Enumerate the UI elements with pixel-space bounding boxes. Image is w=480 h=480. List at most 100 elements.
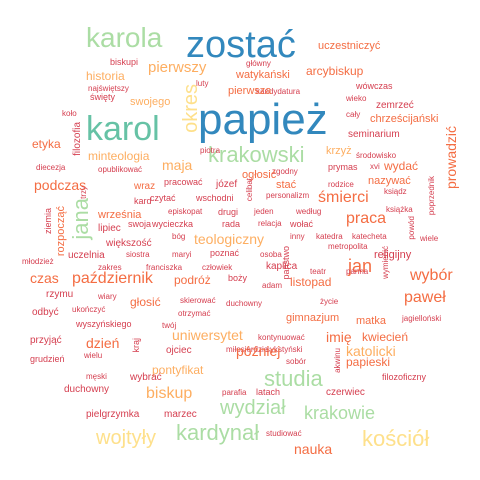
cloud-word: wraz: [134, 181, 156, 192]
cloud-word: wydział: [220, 397, 286, 419]
cloud-word: lipiec: [98, 223, 121, 234]
cloud-word: stać: [276, 179, 297, 191]
cloud-word: gimnazjum: [286, 312, 340, 324]
cloud-word: zakres: [98, 263, 122, 272]
cloud-word: pontyfikat: [152, 363, 204, 377]
cloud-word: katecheta: [352, 232, 387, 241]
cloud-word: filozofia: [72, 122, 83, 156]
cloud-word: personalizm: [266, 191, 310, 200]
cloud-word: latach: [256, 387, 281, 397]
cloud-word: pierwszy: [148, 59, 207, 76]
cloud-word: czas: [30, 270, 59, 286]
cloud-word: franciszka: [146, 263, 183, 272]
cloud-word: młodzież: [22, 257, 54, 266]
cloud-word: celibat: [245, 178, 254, 202]
cloud-word: kandydatura: [256, 87, 301, 96]
cloud-word: studiować: [266, 429, 302, 438]
cloud-word: etyka: [32, 137, 61, 151]
cloud-word: duchowny: [226, 299, 263, 308]
cloud-word: według: [296, 207, 322, 216]
cloud-word: kaplica: [266, 261, 298, 272]
cloud-word: główny: [246, 59, 271, 68]
cloud-word: katolicki: [346, 343, 396, 359]
cloud-word: rada: [222, 219, 241, 229]
cloud-word: metropolita: [328, 242, 368, 251]
cloud-word: skierować: [180, 296, 216, 305]
cloud-word: września: [98, 209, 142, 221]
cloud-word: kontynuować: [258, 333, 305, 342]
cloud-word: książka: [386, 205, 413, 214]
cloud-word: wybór: [410, 267, 453, 284]
cloud-word: grudzień: [30, 354, 65, 364]
cloud-word: nazywać: [368, 175, 411, 187]
cloud-word: swoja: [128, 219, 152, 229]
cloud-word: pierwsza: [228, 85, 272, 97]
cloud-word: powód: [407, 216, 416, 240]
cloud-word: karol: [86, 110, 160, 148]
cloud-word: luty: [196, 79, 209, 88]
cloud-word: siostra: [126, 250, 150, 259]
cloud-word: papieski: [346, 355, 391, 369]
cloud-word: wydać: [384, 159, 419, 173]
cloud-word: ojciec: [166, 345, 192, 356]
cloud-word: czerwiec: [326, 387, 365, 398]
cloud-word: xvi: [370, 162, 380, 171]
cloud-word: przyjąć: [30, 335, 62, 346]
cloud-word: biskup: [146, 385, 193, 402]
cloud-word: katedra: [316, 232, 343, 241]
cloud-word: wybrać: [130, 372, 162, 383]
cloud-word: rodzice: [328, 180, 354, 189]
cloud-word: wielu: [84, 351, 103, 360]
cloud-word: zemrzeć: [376, 100, 414, 111]
cloud-word: wieko: [346, 94, 367, 103]
cloud-word: chrześcijański: [370, 113, 439, 125]
cloud-word: krąj: [131, 338, 141, 353]
cloud-word: wojtyły: [96, 427, 157, 449]
cloud-word: prymas: [328, 162, 358, 172]
cloud-word: opublikować: [98, 165, 143, 174]
cloud-word: miłosierdzie: [226, 345, 269, 354]
cloud-word: wyszyńskiego: [76, 319, 132, 329]
cloud-word: rozpocząć: [55, 206, 67, 257]
cloud-word: otrzymać: [178, 309, 211, 318]
cloud-word: inny: [290, 232, 305, 241]
cloud-word: wymienić: [381, 246, 390, 279]
cloud-word: jeden: [254, 207, 274, 216]
cloud-word: męski: [86, 372, 107, 381]
cloud-word: maryi: [172, 250, 192, 259]
cloud-word: matka: [356, 315, 386, 327]
cloud-word: najświętszy: [88, 84, 129, 93]
cloud-word: krakowski: [208, 142, 305, 167]
cloud-word: parafia: [222, 388, 247, 397]
cloud-word: arcybiskup: [306, 64, 364, 78]
cloud-word: prowadzić: [443, 126, 459, 190]
cloud-word: kościół: [362, 426, 430, 451]
cloud-word: teologiczny: [194, 231, 265, 247]
cloud-word: ukończyć: [72, 305, 106, 314]
cloud-word: józef: [216, 179, 238, 190]
cloud-word: listopad: [290, 275, 332, 289]
cloud-word: teatr: [310, 267, 327, 276]
cloud-word: watykański: [236, 69, 290, 81]
cloud-word: nauka: [294, 441, 333, 457]
cloud-word: ksiądz: [384, 187, 407, 196]
cloud-word: głosić: [130, 295, 161, 309]
cloud-word: wołać: [290, 219, 314, 229]
cloud-word: dzień: [86, 335, 120, 351]
cloud-word: pracować: [164, 177, 203, 187]
cloud-word: twój: [162, 321, 177, 330]
cloud-word: śmierci: [318, 189, 369, 206]
cloud-word: seminarium: [348, 129, 400, 140]
cloud-word: biskupi: [110, 57, 139, 67]
cloud-word: jana: [68, 198, 93, 240]
cloud-word: adam: [262, 281, 283, 290]
cloud-word: episkopat: [168, 207, 203, 216]
cloud-word: swojego: [130, 96, 171, 108]
cloud-word: religijny: [374, 249, 412, 261]
cloud-word: boży: [228, 273, 248, 283]
cloud-word: jan: [348, 256, 373, 276]
cloud-word: historia: [86, 69, 125, 83]
cloud-word: człowiek: [202, 263, 233, 272]
cloud-word: zgodny: [272, 167, 298, 176]
cloud-word: wówczas: [356, 81, 393, 91]
